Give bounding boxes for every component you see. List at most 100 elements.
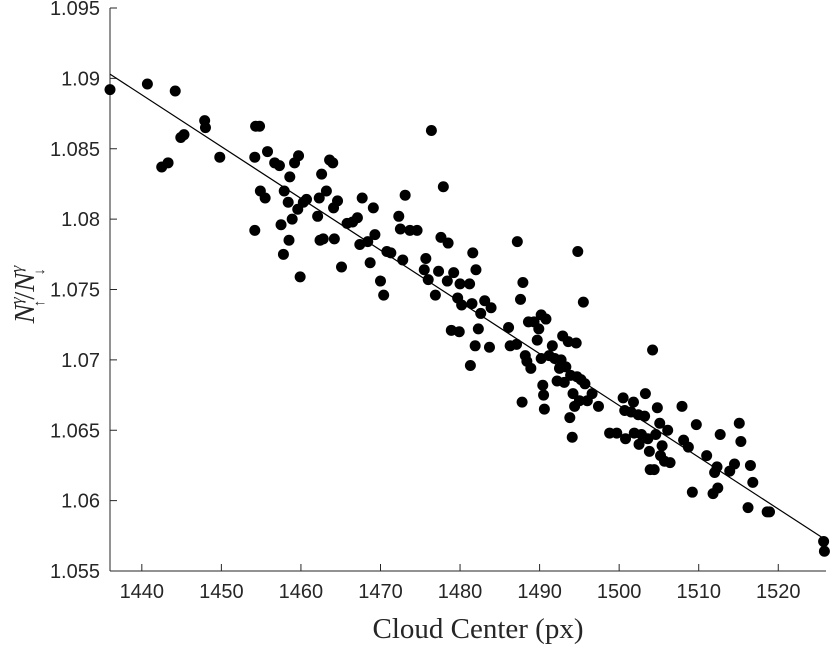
data-point xyxy=(418,264,430,276)
x-tick-label: 1450 xyxy=(199,581,244,603)
data-point xyxy=(283,234,295,246)
data-point xyxy=(286,213,298,225)
data-point xyxy=(733,417,745,429)
data-point xyxy=(714,428,726,440)
data-point xyxy=(364,257,376,269)
data-point xyxy=(437,181,449,193)
data-point xyxy=(470,264,482,276)
data-point xyxy=(656,440,668,452)
data-point xyxy=(531,334,543,346)
data-point xyxy=(664,457,676,469)
data-point xyxy=(479,295,491,307)
data-point xyxy=(464,360,476,372)
data-point xyxy=(537,379,549,391)
data-point xyxy=(448,267,460,279)
data-point xyxy=(682,441,694,453)
data-point xyxy=(397,254,409,266)
data-point xyxy=(393,210,405,222)
data-point xyxy=(567,388,579,400)
x-axis-label: Cloud Center (px) xyxy=(372,613,583,645)
y-tick-label: 1.09 xyxy=(61,68,100,90)
data-point xyxy=(662,424,674,436)
data-point xyxy=(420,253,432,265)
data-point xyxy=(294,271,306,283)
data-point xyxy=(422,274,434,286)
data-point xyxy=(374,275,386,287)
data-point xyxy=(429,289,441,301)
data-point xyxy=(169,85,181,97)
data-point xyxy=(369,229,381,241)
data-point xyxy=(572,245,584,257)
data-point xyxy=(558,376,570,388)
data-point xyxy=(411,224,423,236)
data-point xyxy=(517,276,529,288)
data-point xyxy=(394,223,406,235)
data-point xyxy=(742,502,754,514)
data-point xyxy=(466,298,478,310)
data-point xyxy=(328,233,340,245)
data-point xyxy=(538,389,550,401)
x-tick-label: 1500 xyxy=(597,581,642,603)
data-point xyxy=(627,396,639,408)
data-point xyxy=(320,185,332,197)
data-point xyxy=(818,535,830,547)
data-point xyxy=(249,224,261,236)
data-point xyxy=(735,436,747,448)
data-point xyxy=(433,265,445,277)
data-point xyxy=(686,486,698,498)
data-point xyxy=(214,151,226,163)
data-point xyxy=(483,341,495,353)
data-point xyxy=(472,323,484,335)
data-point xyxy=(278,185,290,197)
data-point xyxy=(273,160,285,172)
data-point xyxy=(818,545,830,557)
data-point xyxy=(566,431,578,443)
y-tick-label: 1.06 xyxy=(61,491,100,513)
data-point xyxy=(475,307,487,319)
data-point xyxy=(639,388,651,400)
data-point xyxy=(579,378,591,390)
data-point xyxy=(367,202,379,214)
data-point xyxy=(648,464,660,476)
data-point xyxy=(104,84,116,96)
y-tick-label: 1.075 xyxy=(50,280,100,302)
data-point xyxy=(284,171,296,183)
x-tick-label: 1510 xyxy=(676,581,721,603)
data-point xyxy=(351,212,363,224)
x-tick-label: 1440 xyxy=(120,581,165,603)
data-point xyxy=(650,428,662,440)
data-point xyxy=(485,302,497,314)
data-point xyxy=(511,236,523,248)
data-point xyxy=(701,450,713,462)
data-point xyxy=(262,146,274,158)
data-point xyxy=(178,129,190,141)
data-point xyxy=(356,192,368,204)
data-point xyxy=(611,427,623,439)
data-point xyxy=(516,396,528,408)
data-point xyxy=(647,344,659,356)
data-point xyxy=(249,151,261,163)
data-point xyxy=(332,195,344,207)
axis-labels: Cloud Center (px) Nγ ↑/Nγ ↓ xyxy=(7,264,584,645)
data-point xyxy=(141,78,153,90)
data-point xyxy=(617,392,629,404)
data-point xyxy=(540,313,552,325)
data-points xyxy=(104,78,830,557)
data-point xyxy=(511,338,523,350)
data-point xyxy=(586,388,598,400)
data-point xyxy=(327,157,339,169)
data-point xyxy=(467,247,479,259)
data-point xyxy=(620,433,632,445)
data-point xyxy=(313,192,325,204)
data-point xyxy=(711,461,723,473)
data-point xyxy=(654,417,666,429)
data-point xyxy=(729,458,741,470)
data-point xyxy=(643,445,655,457)
data-point xyxy=(546,340,558,352)
data-point xyxy=(592,400,604,412)
data-point xyxy=(503,322,515,334)
data-point xyxy=(639,410,651,422)
x-tick-label: 1520 xyxy=(756,581,801,603)
